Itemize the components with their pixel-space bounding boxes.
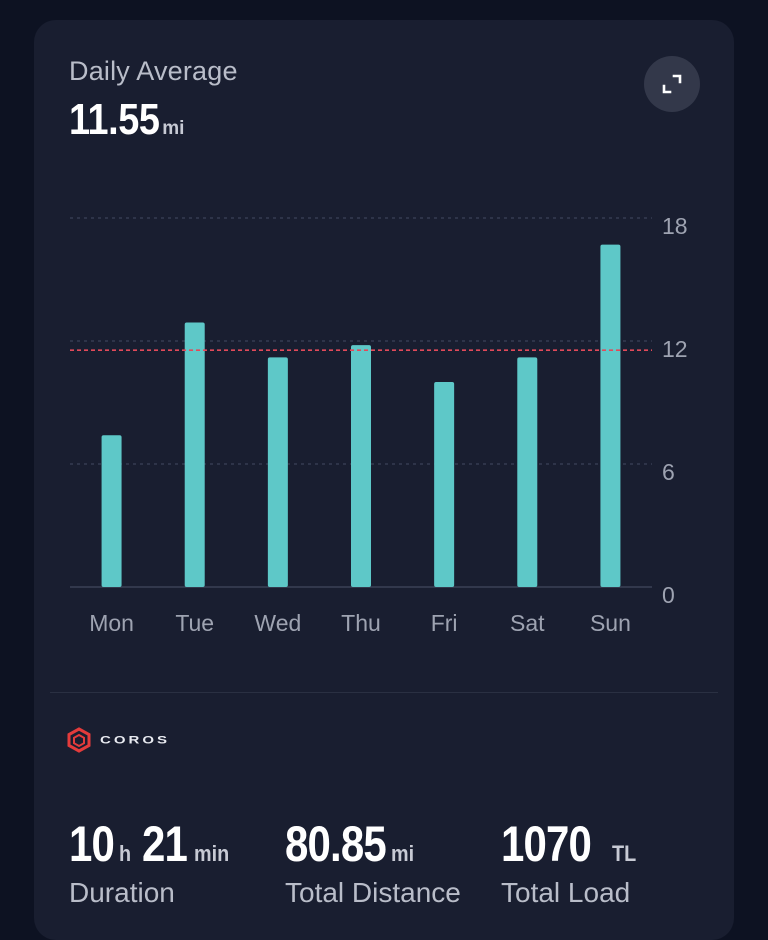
total-distance-unit: mi: [391, 841, 415, 866]
total-distance-stat: 80.85 mi Total Distance: [285, 815, 461, 909]
total-load-label: Total Load: [501, 877, 631, 908]
duration-minutes-unit: min: [193, 841, 229, 866]
chart-title: Daily Average: [69, 56, 238, 86]
bar: [351, 345, 371, 587]
bar: [434, 382, 455, 587]
y-tick-label: 0: [662, 582, 675, 608]
duration-hours-unit: h: [118, 841, 131, 866]
daily-distance-chart: 18 12 6 0 Mon Tue Wed Thu Fri Sat Sun: [70, 213, 688, 636]
bar: [184, 322, 205, 587]
duration-label: Duration: [69, 877, 175, 908]
x-tick-label: Sun: [590, 610, 631, 636]
total-load-unit: TL: [612, 841, 637, 866]
expand-button[interactable]: [644, 56, 700, 112]
brand-row: COROS: [66, 727, 170, 753]
daily-average-unit: mi: [162, 118, 185, 139]
coros-logo-icon: [67, 727, 91, 753]
weekly-summary-card: Daily Average 11.55 mi 18 12 6 0 Mon Tue Wed Th…: [34, 20, 734, 940]
bar: [600, 244, 621, 587]
y-tick-label: 12: [662, 336, 688, 362]
y-tick-label: 18: [662, 213, 688, 239]
total-load-stat: 1070 TL Total Load: [501, 815, 639, 909]
x-tick-label: Sat: [510, 610, 545, 636]
y-tick-label: 6: [662, 459, 675, 485]
divider: [50, 692, 718, 693]
x-tick-label: Thu: [341, 610, 381, 636]
x-tick-label: Mon: [89, 610, 134, 636]
x-tick-label: Fri: [431, 610, 458, 636]
total-load-value: 1070: [501, 816, 592, 872]
expand-icon: [662, 74, 682, 94]
bar: [267, 357, 288, 587]
bar: [101, 435, 122, 587]
total-distance-label: Total Distance: [285, 877, 461, 908]
x-tick-label: Tue: [175, 610, 214, 636]
duration-hours: 10: [69, 816, 115, 872]
duration-stat: 10 h 21 min Duration: [69, 815, 233, 909]
bar: [517, 357, 538, 587]
brand-name: COROS: [100, 733, 171, 747]
duration-minutes: 21: [142, 816, 188, 872]
daily-average-value: 11.55: [69, 95, 160, 144]
x-tick-label: Wed: [254, 610, 301, 636]
total-distance-value: 80.85: [285, 816, 387, 872]
daily-average: 11.55 mi: [69, 95, 184, 145]
